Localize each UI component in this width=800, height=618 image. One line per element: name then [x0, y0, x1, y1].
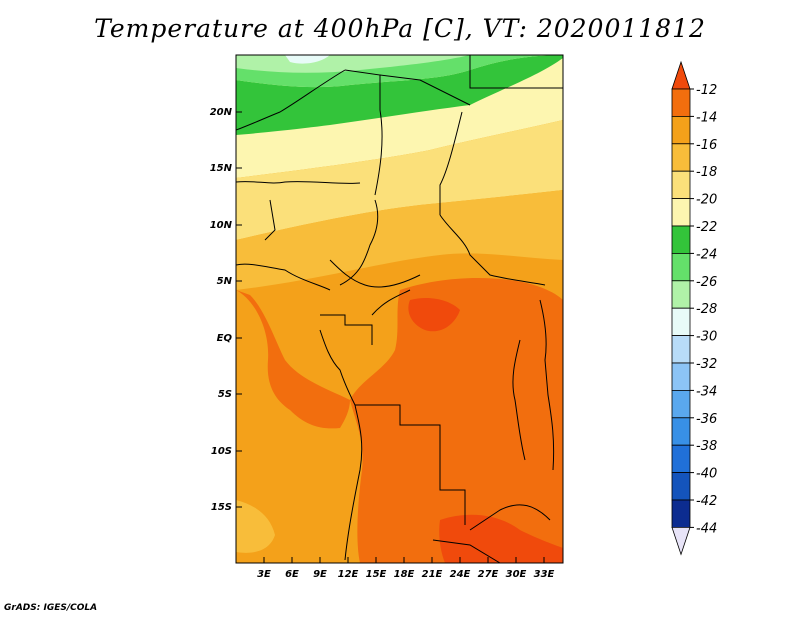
colorbar-label: -18: [696, 165, 717, 180]
colorbar-swatch: [672, 144, 690, 171]
colorbar-swatch: [672, 62, 690, 89]
lon-label: 27E: [478, 569, 499, 580]
lon-label: 21E: [422, 569, 443, 580]
colorbar-swatch: [672, 89, 690, 116]
lon-label: 33E: [534, 569, 555, 580]
colorbar-label: -14: [696, 110, 717, 125]
colorbar-label: -28: [696, 302, 717, 317]
colorbar-label: -36: [696, 412, 717, 427]
lat-label: 5N: [217, 276, 233, 287]
colorbar-swatch: [672, 363, 690, 390]
colorbar-label: -30: [696, 330, 717, 345]
colorbar-swatch: [672, 226, 690, 253]
colorbar-label: -32: [696, 357, 717, 372]
lat-label: 15N: [210, 163, 233, 174]
lon-label: 18E: [394, 569, 415, 580]
colorbar-swatch: [672, 116, 690, 143]
lon-label: 24E: [450, 569, 471, 580]
lon-label: 12E: [338, 569, 359, 580]
colorbar: -12 -14 -16 -18 -20 -22 -24 -26 -28 -30 -32 -34 -36 -…: [672, 62, 717, 554]
colorbar-swatch: [672, 199, 690, 226]
temperature-field: [236, 55, 563, 563]
colorbar-swatch: [672, 390, 690, 417]
lat-label: 15S: [211, 502, 232, 513]
colorbar-label: -40: [696, 467, 717, 482]
colorbar-label: -12: [696, 83, 717, 98]
lon-label: 3E: [257, 569, 271, 580]
lon-label: 6E: [285, 569, 299, 580]
map-figure: 20N 15N 10N 5N EQ 5S 10S 15S 3E 6E 9E 12…: [0, 0, 800, 618]
colorbar-swatch: [672, 171, 690, 198]
colorbar-swatch: [672, 527, 690, 554]
colorbar-label: -24: [696, 247, 717, 262]
colorbar-swatch: [672, 445, 690, 472]
lat-label: EQ: [217, 333, 233, 344]
colorbar-label: -26: [696, 275, 717, 290]
colorbar-swatch: [672, 418, 690, 445]
lat-label: 10N: [210, 220, 233, 231]
colorbar-label: -38: [696, 439, 717, 454]
colorbar-label: -44: [696, 521, 717, 536]
colorbar-label: -16: [696, 138, 717, 153]
colorbar-label: -34: [696, 384, 717, 399]
lat-label: 10S: [211, 446, 232, 457]
colorbar-swatch: [672, 336, 690, 363]
colorbar-label: -20: [696, 193, 717, 208]
lon-label: 15E: [366, 569, 387, 580]
colorbar-swatch: [672, 281, 690, 308]
lon-label: 9E: [313, 569, 327, 580]
colorbar-swatch: [672, 473, 690, 500]
colorbar-swatch: [672, 253, 690, 280]
colorbar-label: -22: [696, 220, 717, 235]
colorbar-swatch: [672, 308, 690, 335]
grads-credit: GrADS: IGES/COLA: [4, 603, 97, 613]
colorbar-swatch: [672, 500, 690, 527]
lat-label: 5S: [218, 389, 232, 400]
lon-label: 30E: [506, 569, 527, 580]
lat-label: 20N: [210, 107, 233, 118]
colorbar-label: -42: [696, 494, 717, 509]
